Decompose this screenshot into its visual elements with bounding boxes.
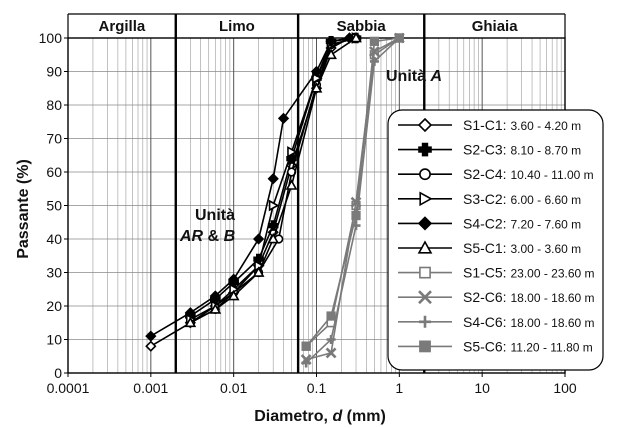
x-axis-label-text: Diametro, xyxy=(254,408,332,425)
legend-item-s2c6: S2-C6: 18.00 - 18.60 m xyxy=(398,289,595,305)
data-point xyxy=(419,168,431,181)
legend-item-s1c1: S1-C1: 3.60 - 4.20 m xyxy=(398,117,581,133)
legend-item-s4c6: S4-C6: 18.00 - 18.60 m xyxy=(398,314,595,330)
data-point xyxy=(326,335,336,344)
data-point xyxy=(369,36,380,46)
legend: S1-C1: 3.60 - 4.20 m S2-C3: 8.10 - 8.70 m… xyxy=(387,109,604,371)
data-point xyxy=(417,117,433,133)
zone-label-ghiaia: Ghiaia xyxy=(472,18,519,35)
data-point xyxy=(417,240,433,254)
data-point xyxy=(145,330,157,342)
data-point xyxy=(369,56,379,66)
data-point xyxy=(184,316,197,328)
data-point xyxy=(227,289,240,301)
data-point xyxy=(418,142,432,157)
data-point xyxy=(268,199,280,212)
data-point xyxy=(325,35,337,47)
annotation-unit-a: Unità A xyxy=(386,68,442,85)
data-point xyxy=(209,290,221,302)
data-point xyxy=(419,266,431,279)
data-point xyxy=(394,33,404,43)
legend-item-s5c6: S5-C6: 11.20 - 11.80 m xyxy=(398,338,593,354)
series-line xyxy=(150,37,350,337)
y-tick-label: 10 xyxy=(46,332,62,348)
y-tick-label: 60 xyxy=(46,164,62,180)
legend-label: S2-C4: 10.40 - 11.00 m xyxy=(463,166,594,182)
legend-item-s2c4: S2-C4: 10.40 - 11.00 m xyxy=(398,166,594,182)
x-tick-label: 0.1 xyxy=(307,380,327,396)
x-axis-label-unit: (mm) xyxy=(342,408,386,425)
legend-label: S5-C1: 3.00 - 3.60 m xyxy=(463,240,581,256)
data-point xyxy=(145,340,157,352)
data-point xyxy=(351,210,361,221)
data-point xyxy=(350,31,362,43)
y-tick-label: 80 xyxy=(46,97,62,113)
data-point xyxy=(325,347,337,359)
data-point xyxy=(277,112,290,125)
y-tick-label: 40 xyxy=(46,231,62,247)
data-point xyxy=(310,82,323,93)
zone-label-limo: Limo xyxy=(219,18,255,35)
data-point xyxy=(301,341,311,351)
x-tick-label: 0.01 xyxy=(220,380,247,396)
legend-label: S4-C6: 18.00 - 18.60 m xyxy=(463,314,595,330)
y-tick-label: 70 xyxy=(46,131,62,147)
data-point xyxy=(285,179,298,190)
data-point xyxy=(287,146,298,158)
data-point xyxy=(252,266,265,277)
x-axis-label-var: d xyxy=(332,408,343,425)
legend-item-s5c1: S5-C1: 3.00 - 3.60 m xyxy=(398,240,581,256)
legend-item-s1c5: S1-C5: 23.00 - 23.60 m xyxy=(398,265,595,281)
y-axis-label: Passante (%) xyxy=(15,159,32,259)
data-point xyxy=(228,273,240,285)
legend-label: S1-C1: 3.60 - 4.20 m xyxy=(463,117,581,133)
data-point xyxy=(267,232,280,244)
y-tick-label: 90 xyxy=(46,64,62,80)
data-point xyxy=(325,48,337,60)
data-point xyxy=(418,290,432,305)
legend-label: S4-C2: 7.20 - 7.60 m xyxy=(463,215,581,231)
legend-item-s2c3: S2-C3: 8.10 - 8.70 m xyxy=(398,142,581,158)
legend-label: S3-C2: 6.00 - 6.60 m xyxy=(463,191,581,207)
x-tick-label: 0.0001 xyxy=(47,380,90,396)
data-point xyxy=(301,358,311,368)
zone-label-sabbia: Sabbia xyxy=(337,18,387,35)
legend-label: S2-C3: 8.10 - 8.70 m xyxy=(463,142,581,158)
data-point xyxy=(209,303,222,314)
x-tick-label: 0.001 xyxy=(133,380,168,396)
series-s5c1 xyxy=(184,31,362,328)
y-tick-label: 50 xyxy=(46,198,62,214)
data-point xyxy=(326,311,336,321)
data-point xyxy=(419,315,431,328)
x-axis-label: Diametro, d (mm) xyxy=(254,408,386,425)
series-s4c2 xyxy=(145,32,356,342)
zone-label-argilla: Argilla xyxy=(99,18,146,35)
y-tick-label: 100 xyxy=(39,30,63,46)
x-tick-label: 1 xyxy=(395,380,403,396)
data-point xyxy=(419,340,431,353)
data-point xyxy=(267,173,279,185)
series-line xyxy=(150,37,350,347)
series-s5c6 xyxy=(301,33,404,351)
y-tick-label: 20 xyxy=(46,298,62,314)
x-tick-label: 10 xyxy=(474,380,490,396)
legend-label: S1-C5: 23.00 - 23.60 m xyxy=(463,265,595,281)
legend-label: S2-C6: 18.00 - 18.60 m xyxy=(463,289,595,305)
legend-label: S5-C6: 11.20 - 11.80 m xyxy=(463,338,593,354)
data-point xyxy=(252,233,265,245)
data-point xyxy=(419,191,433,207)
data-point xyxy=(368,45,380,57)
legend-item-s4c2: S4-C2: 7.20 - 7.60 m xyxy=(398,215,581,231)
y-tick-label: 30 xyxy=(46,265,62,281)
series-layer xyxy=(145,31,405,368)
data-point xyxy=(417,216,433,231)
annotation-unit-ar-b: Unità AR & B xyxy=(179,207,239,245)
y-tick-label: 0 xyxy=(54,365,62,381)
legend-item-s3c2: S3-C2: 6.00 - 6.60 m xyxy=(398,191,581,207)
x-tick-label: 100 xyxy=(553,380,577,396)
data-point xyxy=(310,65,323,78)
